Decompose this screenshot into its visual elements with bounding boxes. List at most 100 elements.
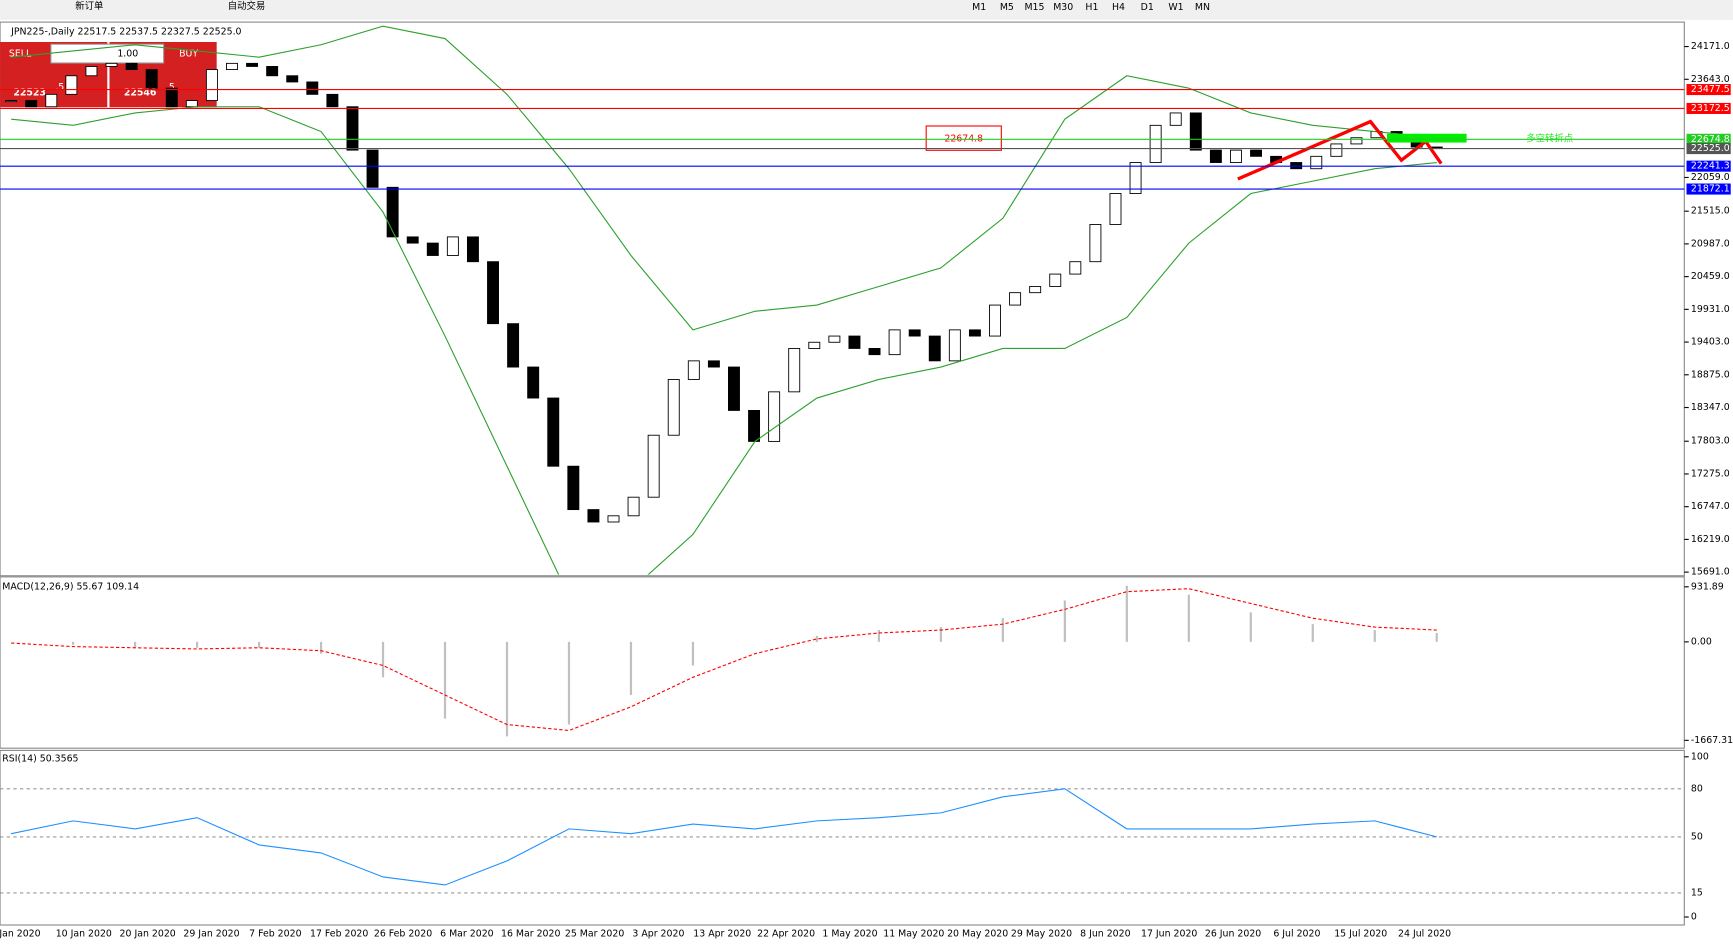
date-label: 11 May 2020 <box>883 928 944 939</box>
candle <box>1169 112 1182 126</box>
date-label: 17 Jun 2020 <box>1141 928 1197 939</box>
candle <box>326 93 339 108</box>
date-label: 15 Jul 2020 <box>1334 928 1387 939</box>
candle <box>848 335 861 349</box>
level-label: 23477.5 <box>1691 84 1730 95</box>
rsi-label: RSI(14) 50.3565 <box>2 754 78 765</box>
timeframe-button[interactable]: W1 <box>1168 2 1183 13</box>
candle <box>647 434 660 498</box>
candle <box>426 242 439 256</box>
macd-tick-label: 931.89 <box>1691 581 1724 592</box>
candle <box>1310 155 1323 170</box>
price-tick-label: 16747.0 <box>1691 501 1730 512</box>
date-label: 3 Apr 2020 <box>632 928 684 939</box>
sell-price: 22523 <box>13 87 46 98</box>
level-tag <box>1686 102 1731 114</box>
price-tick-label: 19403.0 <box>1691 337 1730 348</box>
macd-label: MACD(12,26,9) 55.67 109.14 <box>2 581 139 592</box>
candle <box>687 360 700 380</box>
candle <box>1189 112 1202 151</box>
candle <box>507 323 520 368</box>
candle <box>908 329 921 337</box>
candle <box>65 75 78 95</box>
level-tag <box>1686 160 1731 172</box>
macd-bar <box>1001 618 1004 642</box>
macd-bar <box>1249 612 1252 642</box>
price-tick-label: 16219.0 <box>1691 534 1730 545</box>
candle <box>888 329 901 356</box>
date-label: 17 Feb 2020 <box>310 928 368 939</box>
candle <box>928 335 941 362</box>
timeframe-button[interactable]: M1 <box>972 2 986 13</box>
price-tick-label: 17803.0 <box>1691 436 1730 447</box>
candle <box>1209 149 1222 163</box>
candle <box>85 66 98 77</box>
price-tick-label: 19931.0 <box>1691 304 1730 315</box>
candle <box>768 391 781 442</box>
timeframe-button[interactable]: MN <box>1195 2 1210 13</box>
candle <box>587 509 600 523</box>
level-label: 22525.0 <box>1691 143 1730 154</box>
macd-bar <box>133 641 137 648</box>
buy-button[interactable]: BUY <box>179 49 198 60</box>
macd-bar <box>815 635 819 642</box>
timeframe-button[interactable]: M15 <box>1024 2 1044 13</box>
date-label: 29 May 2020 <box>1011 928 1072 939</box>
lot-size[interactable]: 1.00 <box>117 49 138 60</box>
macd-bar <box>1373 630 1376 642</box>
macd-frame <box>0 576 1685 749</box>
candle <box>446 236 459 256</box>
date-label: 25 Mar 2020 <box>565 928 624 939</box>
new-order-button[interactable]: 新订单 <box>75 0 103 12</box>
candle <box>105 62 118 67</box>
macd-tick-label: -1667.31 <box>1691 735 1733 746</box>
candle <box>828 335 841 343</box>
date-label: 26 Feb 2020 <box>374 928 432 939</box>
level-tag <box>1686 143 1731 155</box>
auto-trading-button[interactable]: 自动交易 <box>228 0 266 12</box>
level-tag <box>1686 84 1731 96</box>
price-plot <box>5 25 1443 575</box>
candle <box>406 236 419 244</box>
level-label: 22674.8 <box>1691 134 1730 145</box>
macd-bar <box>1311 624 1314 642</box>
date-label: 22 Apr 2020 <box>757 928 815 939</box>
candle <box>25 100 38 108</box>
date-label: Jan 2020 <box>0 928 41 939</box>
candle <box>487 261 499 325</box>
timeframe-button[interactable]: D1 <box>1141 2 1154 13</box>
chart-header: JPN225-,Daily 22517.5 22537.5 22327.5 22… <box>10 27 241 38</box>
date-label: 29 Jan 2020 <box>183 928 239 939</box>
candle <box>707 360 720 368</box>
timeframe-button[interactable]: M30 <box>1053 2 1073 13</box>
timeframe-button[interactable]: M5 <box>1000 2 1014 13</box>
candle <box>1149 124 1162 163</box>
buy-price-fraction: .5 <box>166 82 175 93</box>
sell-button[interactable]: SELL <box>9 49 32 60</box>
candle <box>1330 143 1343 157</box>
date-label: 8 Jun 2020 <box>1080 928 1130 939</box>
rsi-tick-label: 80 <box>1691 783 1703 794</box>
candle <box>627 496 640 517</box>
macd-signal <box>11 588 1437 732</box>
macd-bar <box>1125 585 1128 642</box>
candle <box>386 186 399 238</box>
macd-bar <box>691 641 695 666</box>
timeframe-button[interactable]: H1 <box>1085 2 1098 13</box>
timeframe-button[interactable]: H4 <box>1112 2 1125 13</box>
price-tick-label: 18347.0 <box>1691 402 1730 413</box>
level-tag <box>1686 183 1731 195</box>
candle <box>567 465 580 511</box>
bollinger-upper <box>11 25 1437 331</box>
macd-bar <box>567 641 571 725</box>
macd-bar <box>319 641 323 654</box>
candle <box>788 348 801 393</box>
macd-bar <box>443 641 447 719</box>
annotation-box <box>925 125 1002 151</box>
candle <box>728 366 740 411</box>
date-label: 26 Jun 2020 <box>1205 928 1261 939</box>
candle <box>125 62 138 70</box>
macd-bar <box>381 641 385 678</box>
date-label: 13 Apr 2020 <box>693 928 751 939</box>
